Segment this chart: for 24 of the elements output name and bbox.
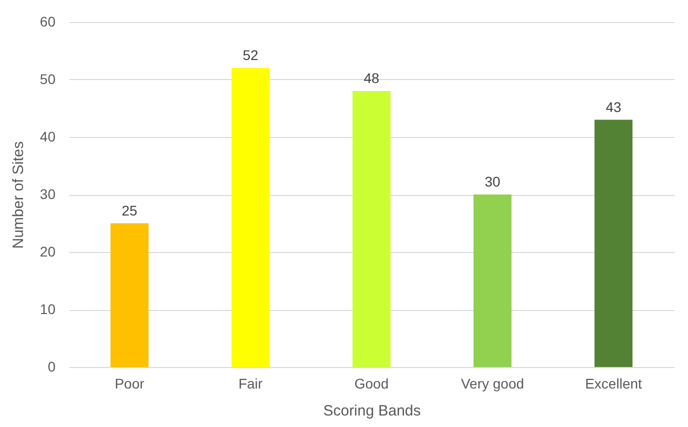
x-tick-label: Poor [114,376,145,392]
bar [594,120,632,367]
y-tick-label: 40 [40,128,56,144]
data-label: 43 [606,98,622,115]
data-label: 48 [364,70,380,86]
y-tick-label: 10 [40,301,56,317]
y-tick-label: 30 [40,186,56,202]
x-tick-label: Excellent [585,376,642,392]
x-tick-label: Fair [238,376,263,392]
y-tick-label: 60 [40,14,56,30]
data-label: 30 [484,174,500,190]
y-tick-label: 0 [48,358,56,374]
bar [110,223,148,367]
y-tick-label: 50 [40,71,56,87]
x-tick-label: Very good [460,376,524,392]
data-label: 25 [122,202,138,218]
data-label: 52 [242,47,258,63]
x-tick-label: Good [354,376,389,392]
y-tick-label: 20 [40,244,56,260]
y-axis-title: Number of Sites [10,141,27,249]
bar [474,194,512,367]
bar [352,91,390,367]
bar [232,68,270,367]
x-axis-title: Scoring Bands [323,402,421,420]
